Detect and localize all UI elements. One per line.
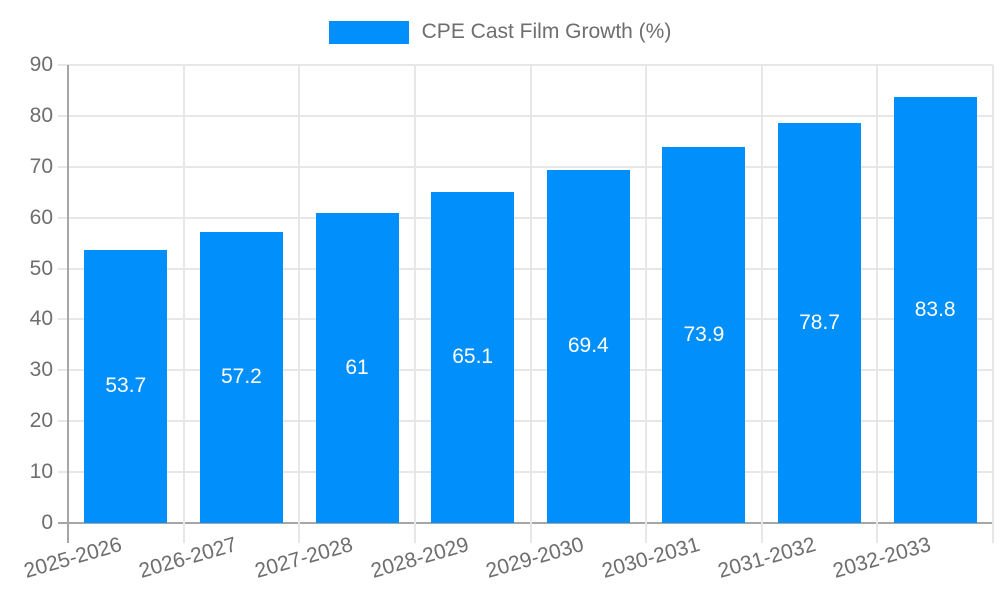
bar-value-label: 65.1 (452, 345, 494, 369)
h-gridline (58, 64, 993, 66)
y-tick-label: 20 (29, 409, 53, 433)
x-axis-line (58, 522, 993, 524)
bar-value-label: 69.4 (567, 334, 609, 358)
bar[interactable]: 53.7 (84, 249, 168, 523)
h-gridline (58, 114, 993, 117)
bar[interactable]: 69.4 (546, 169, 630, 523)
h-gridline (58, 471, 993, 474)
h-gridline (58, 420, 993, 423)
h-gridline (58, 267, 993, 270)
y-tick-label: 40 (29, 307, 53, 331)
v-gridline (645, 65, 648, 543)
v-gridline (876, 65, 879, 543)
v-gridline (182, 65, 185, 543)
y-tick-label: 10 (29, 460, 53, 484)
y-tick-label: 80 (29, 103, 53, 127)
bar-value-label: 73.9 (683, 322, 725, 346)
legend-swatch (328, 20, 409, 44)
y-tick-label: 30 (29, 358, 53, 382)
h-gridline (58, 216, 993, 219)
y-tick-label: 70 (29, 154, 53, 178)
legend-label: CPE Cast Film Growth (%) (421, 20, 672, 43)
bar[interactable]: 57.2 (199, 231, 283, 523)
bar[interactable]: 78.7 (778, 122, 862, 523)
bar-value-label: 53.7 (105, 374, 147, 398)
v-gridline (992, 65, 994, 543)
v-gridline (298, 65, 301, 543)
y-tick-label: 50 (29, 256, 53, 280)
v-gridline (413, 65, 416, 543)
h-gridline (58, 369, 993, 372)
v-gridline (529, 65, 532, 543)
bar[interactable]: 83.8 (893, 96, 977, 523)
chart-legend[interactable]: CPE Cast Film Growth (%) (0, 20, 1000, 44)
v-gridline (760, 65, 763, 543)
y-tick-label: 60 (29, 205, 53, 229)
bar-value-label: 61 (345, 355, 369, 379)
bar[interactable]: 61 (315, 212, 399, 523)
bar[interactable]: 65.1 (431, 191, 515, 523)
y-tick-label: 90 (29, 53, 53, 76)
bar-value-label: 57.2 (220, 365, 262, 389)
bar[interactable]: 73.9 (662, 146, 746, 523)
bar-value-label: 78.7 (799, 310, 840, 334)
y-tick-label: 0 (41, 511, 53, 534)
h-gridline (58, 165, 993, 168)
bar-value-label: 83.8 (914, 297, 956, 321)
y-axis-line (67, 65, 69, 543)
h-gridline (58, 318, 993, 321)
